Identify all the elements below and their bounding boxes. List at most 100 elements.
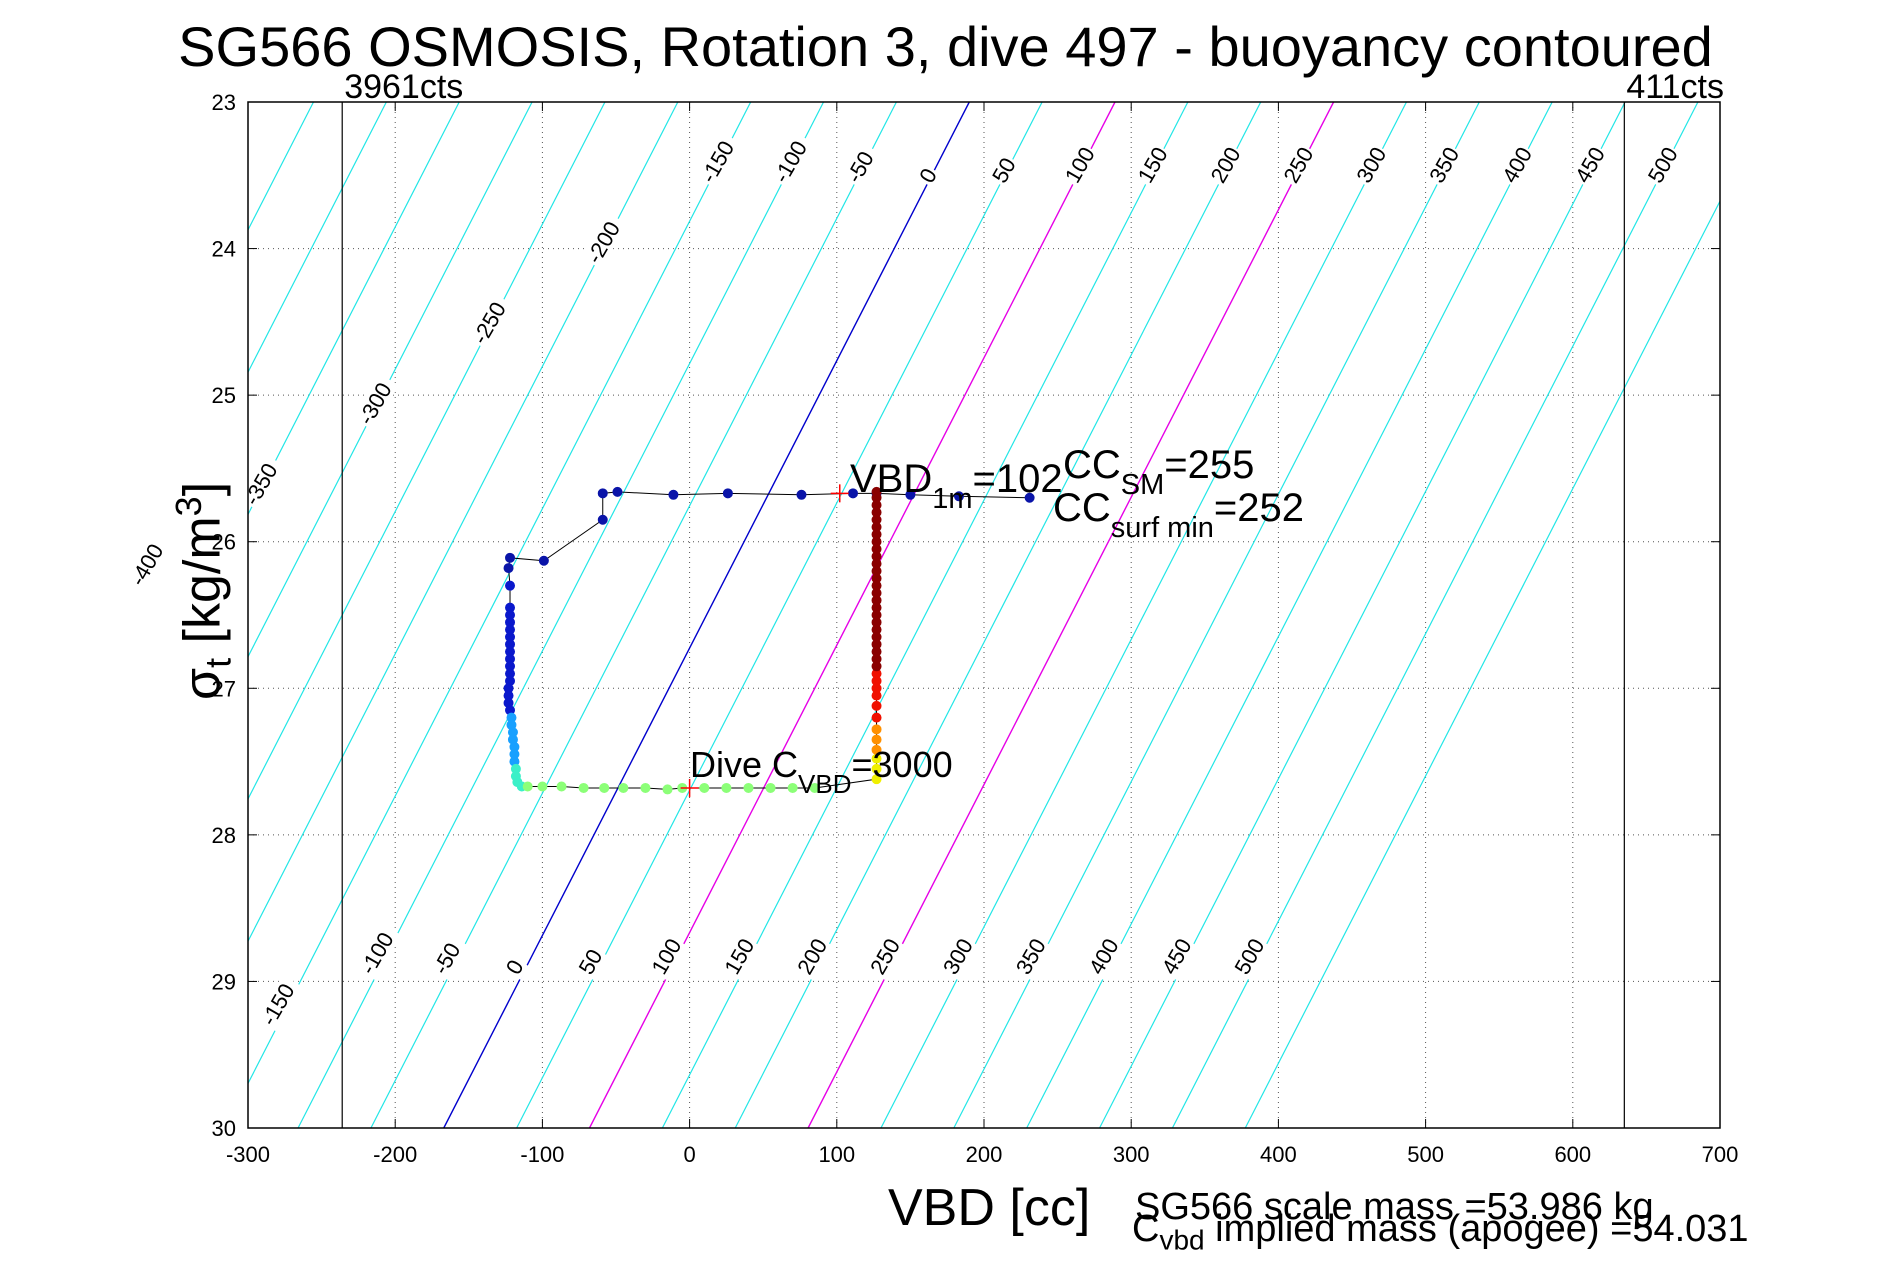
implied-rest: implied mass (apogee) =54.031 [1204, 1208, 1749, 1250]
data-point [871, 712, 882, 723]
x-tick-label: 500 [1407, 1142, 1444, 1167]
data-point [871, 734, 882, 745]
data-point [505, 552, 516, 563]
data-point [538, 555, 549, 566]
vbd-1m-annotation: VBD1m=102 [850, 457, 1063, 515]
plot-area [248, 102, 1720, 1128]
contour-label-bg [1424, 142, 1464, 189]
y-tick-label: 30 [212, 1116, 236, 1141]
contour-label-bg [355, 923, 401, 980]
data-point [618, 782, 629, 793]
grid-lines [248, 102, 1720, 1128]
contour-label-bg [720, 934, 760, 980]
contour-label-bg [1352, 142, 1392, 189]
y-axis-symbol-sub: t [197, 657, 239, 668]
data-point [537, 781, 548, 792]
count-limit-lines: 3961cts 411cts [341, 68, 1724, 1128]
x-tick-label: -300 [226, 1142, 270, 1167]
y-axis-unit: [kg/m [173, 516, 232, 658]
x-tick-label: -100 [520, 1142, 564, 1167]
contour-label-bg [842, 142, 882, 189]
data-point [809, 782, 820, 793]
data-point [787, 782, 798, 793]
contour-line [248, 102, 752, 1085]
contour-label-bg [467, 293, 514, 350]
y-tick-label: 25 [212, 383, 236, 408]
contour-label-bg [574, 944, 608, 980]
x-tick-label: 200 [966, 1142, 1003, 1167]
implied-c-sub: vbd [1159, 1224, 1205, 1256]
data-point [505, 580, 516, 591]
cc-surf-min-annotation: CCsurf min=252 [1053, 486, 1304, 544]
data-markers [503, 484, 1035, 797]
contour-label-bg [1206, 142, 1246, 189]
contour-line [443, 102, 970, 1128]
x-axis-label: VBD [cc] [888, 1179, 1091, 1237]
x-tick-label: 600 [1554, 1142, 1591, 1167]
y-axis-symbol: σ [173, 667, 232, 700]
y-axis-label: σt [kg/m3] [168, 482, 240, 700]
data-point [765, 782, 776, 793]
contour-label-bg [239, 454, 285, 511]
data-point [556, 781, 567, 792]
cc-sm-annotation: CCSM=255 [1063, 443, 1254, 501]
implied-c: C [1132, 1208, 1160, 1250]
data-point [871, 700, 882, 711]
data-point [871, 774, 882, 785]
y-tick-label: 29 [212, 969, 236, 994]
data-point [953, 491, 964, 502]
x-tick-label: 0 [683, 1142, 695, 1167]
contour-label-bg [1060, 142, 1100, 189]
contour-line [1244, 199, 1720, 1128]
contour-line [248, 102, 679, 943]
count-line-label: 3961cts [344, 68, 463, 106]
y-tick-label: 26 [212, 530, 236, 555]
data-point [599, 782, 610, 793]
dive-cvbd-annotation: Dive CVBD=3000 [690, 744, 953, 799]
data-point [871, 486, 882, 497]
y-axis-unit-sup: 3 [168, 496, 209, 517]
contour-label-bg [792, 934, 832, 980]
x-tick-label: 400 [1260, 1142, 1297, 1167]
contour-line [248, 102, 387, 374]
chart-title: SG566 OSMOSIS, Rotation 3, dive 497 - bu… [178, 15, 1713, 78]
contour-label-bg [582, 212, 628, 269]
contour-label-bg [501, 954, 529, 980]
data-point [1024, 492, 1035, 503]
data-point [612, 486, 623, 497]
data-point [871, 744, 882, 755]
data-point [578, 782, 589, 793]
data-point [668, 489, 679, 500]
data-point [871, 724, 882, 735]
implied-mass-note: Cvbd implied mass (apogee) =54.031 [1132, 1208, 1749, 1257]
contour-label-bg [938, 934, 978, 980]
data-point [905, 489, 916, 500]
y-tick-label: 24 [212, 237, 236, 262]
contour-label-bg [1157, 934, 1197, 980]
x-tick-label: 300 [1113, 1142, 1150, 1167]
contour-label-bg [1011, 934, 1051, 980]
contour-label-bg [647, 934, 687, 980]
y-tick-label: 28 [212, 823, 236, 848]
contour-label-bg [865, 934, 905, 980]
data-point [699, 782, 710, 793]
contour-label-bg [1133, 142, 1173, 189]
contour-label-bg [1643, 142, 1683, 189]
data-point [871, 763, 882, 774]
y-axis-close: ] [173, 481, 232, 497]
data-point [503, 563, 514, 574]
data-point [662, 784, 673, 795]
data-point [796, 489, 807, 500]
data-point [721, 782, 732, 793]
contour-label-bg [987, 153, 1021, 189]
x-tick-label: 700 [1702, 1142, 1739, 1167]
data-point [597, 488, 608, 499]
contour-label-bg [1230, 934, 1270, 980]
contour-label-bg [914, 163, 942, 189]
contour-line [248, 102, 533, 658]
data-point [597, 514, 608, 525]
data-point [722, 488, 733, 499]
contour-label-group: -400 [125, 535, 171, 592]
contour-label-bg [428, 934, 468, 980]
